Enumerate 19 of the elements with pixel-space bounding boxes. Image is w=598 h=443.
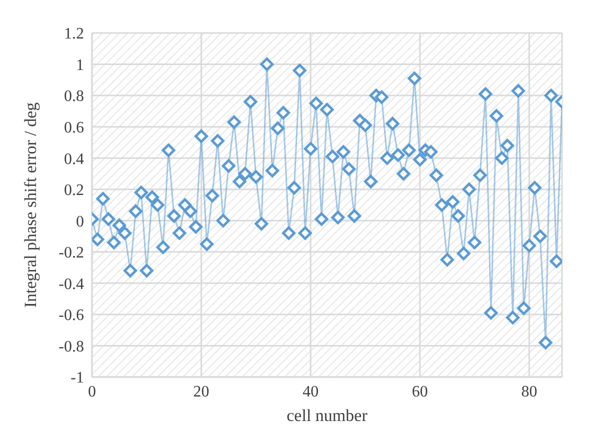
y-tick-label: -0.6 (58, 307, 84, 324)
x-tick-label: 60 (412, 383, 428, 400)
y-tick-label: 1.2 (64, 26, 84, 43)
y-tick-label: 0.2 (64, 182, 84, 200)
y-tick-label: 0.6 (64, 120, 84, 136)
y-tick-label: -0.4 (58, 276, 84, 293)
x-axis-title: cell number (286, 406, 368, 425)
y-tick-label: 0.8 (64, 88, 84, 106)
x-tick-label: 80 (521, 383, 538, 400)
y-tick-label: 0.4 (64, 150, 84, 168)
y-axis-title: Integral phase shift error / deg (21, 102, 40, 308)
y-tick-label: 1 (76, 56, 84, 74)
x-tick-label: 40 (302, 383, 319, 400)
y-tick-label: -1 (70, 370, 84, 387)
y-tick-label: 0 (76, 213, 84, 230)
x-tick-label: 0 (88, 383, 96, 400)
y-tick-label: -0.2 (58, 244, 84, 262)
y-tick-label: -0.8 (58, 338, 84, 356)
x-tick-label: 20 (193, 383, 210, 400)
